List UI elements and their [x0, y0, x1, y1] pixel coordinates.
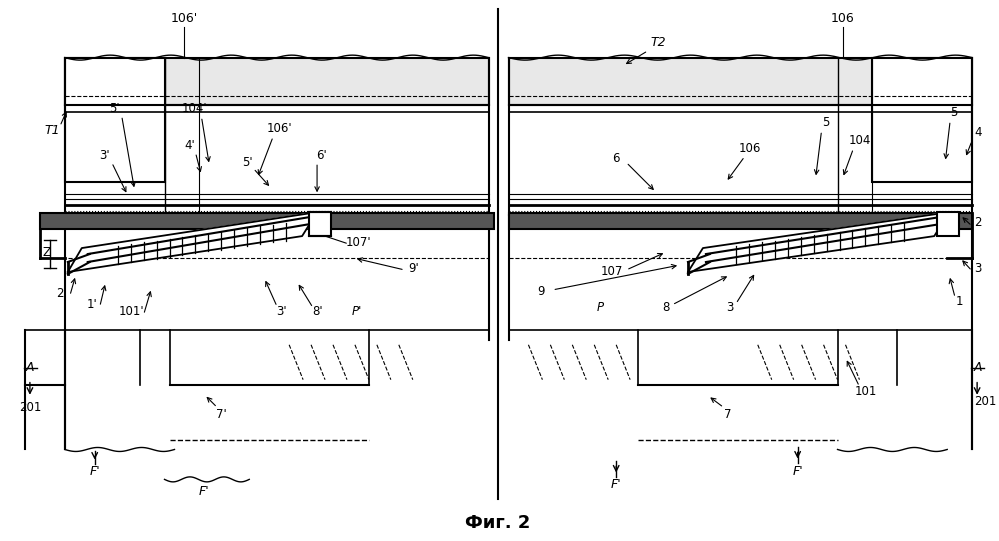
Polygon shape [688, 212, 949, 272]
Text: F': F' [792, 465, 803, 478]
Text: 3: 3 [974, 261, 981, 274]
Text: 4': 4' [184, 139, 195, 152]
Bar [872, 58, 972, 182]
Text: Фиг. 2: Фиг. 2 [465, 514, 530, 532]
Text: 6: 6 [612, 152, 620, 165]
Text: A: A [26, 361, 34, 374]
Text: Z: Z [43, 246, 51, 259]
Text: T1: T1 [44, 124, 60, 137]
Text: 201: 201 [974, 395, 996, 408]
Text: 4: 4 [974, 126, 982, 139]
Text: F': F' [610, 478, 621, 491]
Text: 201: 201 [19, 401, 41, 414]
Text: 106: 106 [830, 12, 854, 25]
Text: 7': 7' [216, 408, 227, 421]
Polygon shape [68, 212, 317, 272]
Text: 101: 101 [854, 385, 877, 398]
Text: T2: T2 [650, 36, 666, 49]
Text: 106': 106' [267, 122, 292, 135]
Text: 6': 6' [316, 149, 327, 162]
Bar [937, 212, 959, 236]
Bar [65, 58, 489, 105]
Text: 9': 9' [409, 261, 420, 274]
Bar [508, 58, 972, 105]
Text: 8: 8 [662, 301, 669, 314]
Text: A: A [974, 361, 983, 374]
Text: 107: 107 [601, 266, 623, 279]
Text: 2': 2' [56, 287, 67, 300]
Text: 107': 107' [346, 235, 372, 248]
Text: 1': 1' [86, 299, 97, 312]
Text: 1: 1 [955, 295, 963, 308]
Text: 3: 3 [726, 301, 733, 314]
Text: 3': 3' [276, 305, 287, 318]
Text: P': P' [352, 305, 362, 318]
Text: 104: 104 [848, 134, 871, 147]
Bar [40, 213, 494, 229]
Text: 5': 5' [242, 156, 253, 169]
Text: 9: 9 [537, 286, 545, 299]
Text: 8': 8' [312, 305, 323, 318]
Text: 7: 7 [724, 408, 731, 421]
Bar [65, 58, 165, 182]
Text: 3': 3' [99, 149, 110, 162]
Text: F': F' [199, 485, 210, 498]
Bar [508, 213, 972, 229]
Text: P: P [596, 301, 603, 314]
Text: 104': 104' [182, 102, 207, 115]
Text: 5: 5 [950, 106, 958, 119]
Text: 106': 106' [171, 12, 198, 25]
Text: F': F' [89, 465, 100, 478]
Text: 106: 106 [738, 142, 761, 155]
Text: 2: 2 [974, 216, 982, 229]
Bar [309, 212, 331, 236]
Text: 101': 101' [119, 305, 145, 318]
Text: 5': 5' [109, 102, 120, 115]
Text: 5: 5 [822, 116, 829, 129]
